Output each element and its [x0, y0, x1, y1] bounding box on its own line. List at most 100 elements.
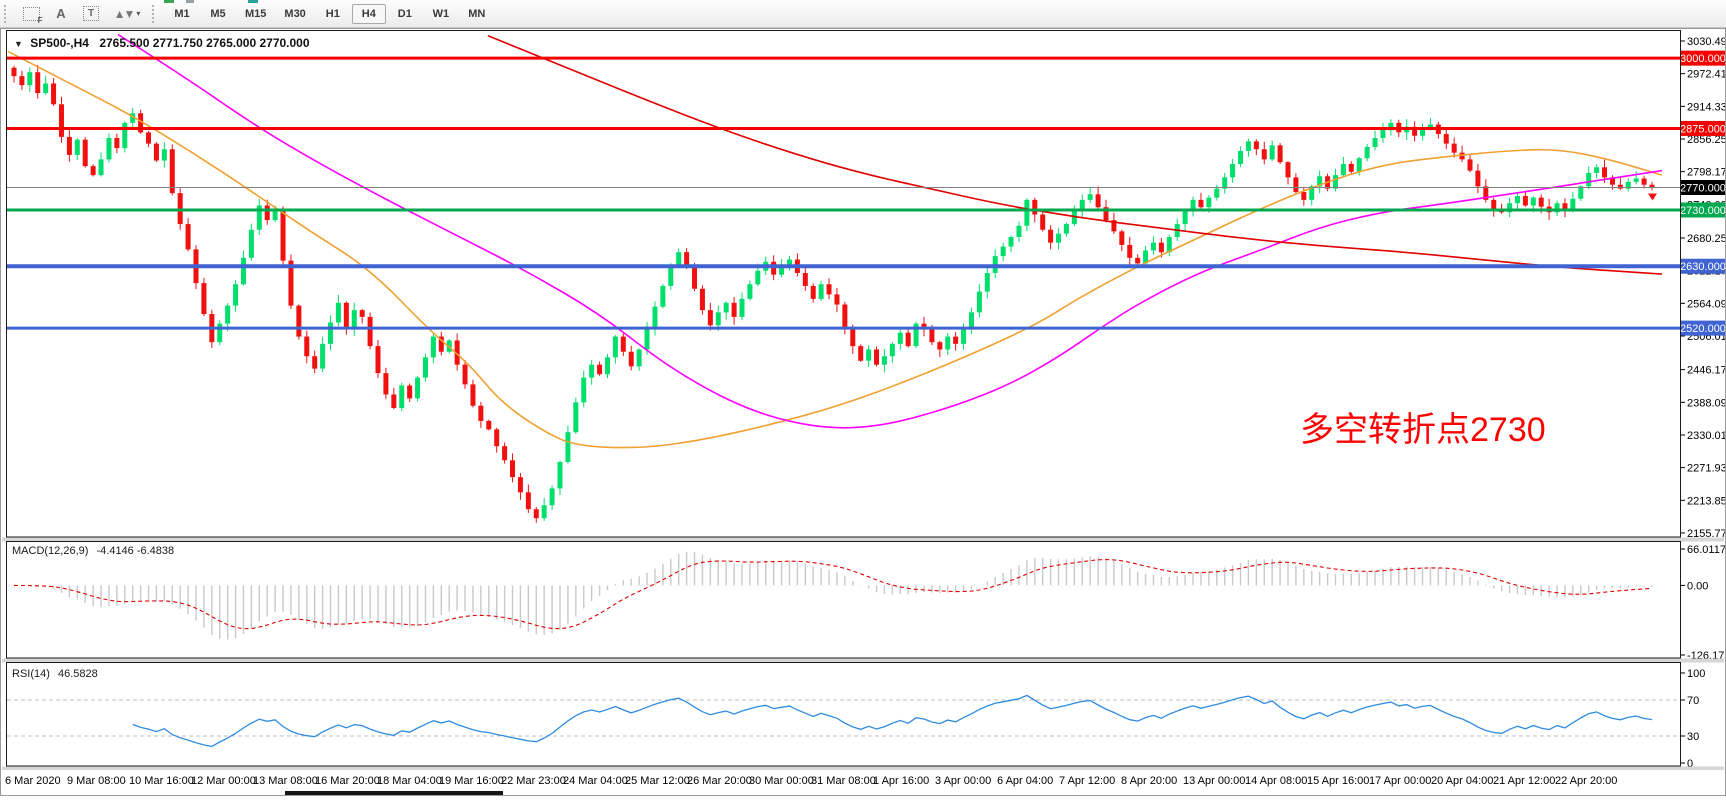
candle-body — [1412, 126, 1418, 136]
timeframe-button-group: M1 M5 M15 M30 H1 H4 D1 W1 MN — [164, 3, 495, 24]
candle-body — [1514, 195, 1520, 204]
price-arrow-marker — [1648, 193, 1657, 201]
toolbar-grip[interactable] — [152, 4, 159, 23]
candle-body — [225, 305, 231, 324]
candle-body — [786, 259, 792, 267]
panel-separator[interactable] — [2, 537, 1724, 542]
candle-body — [1269, 145, 1275, 160]
candle-body — [90, 166, 96, 176]
candle-body — [1507, 203, 1513, 213]
symbol-dropdown-arrow[interactable]: ▼ — [14, 39, 23, 49]
candle-body — [1158, 242, 1164, 253]
chart-text-annotation: 多空转折点2730 — [1300, 411, 1546, 449]
candle-body — [1166, 237, 1172, 253]
candle-body — [921, 323, 927, 330]
rsi-panel[interactable] — [7, 694, 1680, 748]
toolbar-fragment-icon — [164, 0, 174, 3]
candle-body — [1079, 199, 1085, 212]
timeframe-button-m1[interactable]: M1 — [174, 7, 190, 20]
candle-body — [1190, 199, 1196, 212]
price-tick-label: 2155.770 — [1687, 528, 1726, 540]
time-label: 13 Mar 08:00 — [253, 775, 318, 787]
arrows-tool-button[interactable]: ▲▼ ▾ — [108, 3, 146, 25]
candle-body — [953, 336, 959, 344]
candle-body — [612, 336, 618, 358]
text-tool-button[interactable]: T — [78, 3, 104, 25]
candle-body — [1443, 134, 1449, 144]
candle-body — [810, 285, 816, 299]
time-label: 15 Apr 16:00 — [1307, 775, 1369, 787]
time-label: 18 Mar 04:00 — [377, 775, 442, 787]
timeframe-button-h1[interactable]: H1 — [325, 7, 340, 20]
candle-body — [1641, 178, 1647, 185]
candle-body — [1048, 229, 1054, 243]
candle-body — [1459, 152, 1465, 160]
timeframe-button-m5[interactable]: M5 — [210, 7, 226, 20]
candle-body — [1032, 199, 1038, 215]
level-price-label-text: 2730.000 — [1680, 205, 1726, 217]
candle-body — [731, 302, 737, 317]
timeframe-button-h4[interactable]: H4 — [351, 3, 386, 24]
candle-body — [1087, 194, 1093, 200]
candle-body — [1522, 195, 1528, 206]
chart-title: ▼ SP500-,H4 2765.500 2771.750 2765.000 2… — [14, 36, 310, 50]
timeframe-button-d1[interactable]: D1 — [397, 7, 412, 20]
chart-canvas[interactable]: 3030.490 2972.410 2914.330 2856.250 2798.170… — [0, 28, 1726, 801]
candle-body — [620, 336, 626, 352]
timeframe-button-m15[interactable]: M15 — [245, 7, 267, 20]
candle-body — [676, 252, 682, 266]
candle-body — [1467, 159, 1473, 171]
main-price-panel[interactable] — [7, 33, 1680, 523]
candle-body — [375, 346, 381, 374]
candle-body — [1625, 181, 1631, 189]
candle-body — [1578, 186, 1584, 199]
grid-icon: F — [22, 6, 43, 25]
candle-body — [668, 265, 674, 286]
timeframe-button-m30[interactable]: M30 — [284, 7, 306, 20]
panel-separator[interactable] — [2, 658, 1724, 663]
horizontal-scrollbar-thumb[interactable] — [285, 791, 503, 796]
time-label: 21 Apr 12:00 — [1493, 775, 1555, 787]
candle-body — [1056, 233, 1062, 243]
candle-body — [850, 326, 856, 347]
time-label: 24 Mar 04:00 — [563, 775, 628, 787]
level-price-label-text: 2630.000 — [1680, 261, 1726, 273]
price-tick-label: 2856.250 — [1687, 134, 1726, 146]
candle-body — [1633, 178, 1639, 182]
time-label: 22 Apr 20:00 — [1555, 775, 1617, 787]
chevron-down-icon: ▾ — [136, 9, 141, 18]
candle-body — [842, 304, 848, 327]
time-label: 14 Apr 08:00 — [1245, 775, 1307, 787]
time-label: 13 Apr 00:00 — [1183, 775, 1245, 787]
candle-body — [1356, 158, 1362, 172]
label-tool-button[interactable]: A — [48, 3, 74, 25]
timeframe-button-w1[interactable]: W1 — [432, 7, 450, 20]
candle-body — [1594, 167, 1600, 173]
candle-body — [984, 273, 990, 292]
candle-body — [517, 477, 523, 493]
candle-body — [660, 285, 666, 307]
price-tick-label: 2271.930 — [1687, 463, 1726, 475]
price-tick-label: 2914.330 — [1687, 101, 1726, 113]
crosshair-grid-button[interactable]: F — [18, 3, 44, 25]
candle-body — [937, 342, 943, 350]
toolbar-fragment-icon — [186, 0, 194, 3]
candle-body — [351, 310, 357, 329]
candle-body — [1364, 147, 1370, 159]
candle-body — [961, 328, 967, 344]
time-label: 30 Mar 00:00 — [749, 775, 814, 787]
candle-body — [1063, 224, 1069, 234]
price-tick-label: 2798.170 — [1687, 167, 1726, 179]
timeframe-button-mn[interactable]: MN — [468, 7, 486, 20]
macd-panel[interactable] — [13, 551, 1653, 640]
toolbar-grip[interactable] — [4, 4, 11, 23]
candle-body — [1348, 163, 1354, 172]
candle-body — [320, 343, 326, 369]
text-t-icon: T — [83, 6, 99, 21]
candle-body — [802, 273, 808, 286]
time-label: 3 Apr 00:00 — [935, 775, 991, 787]
candle-body — [1538, 197, 1544, 207]
candle-body — [51, 83, 57, 105]
level-price-label — [1681, 320, 1725, 336]
